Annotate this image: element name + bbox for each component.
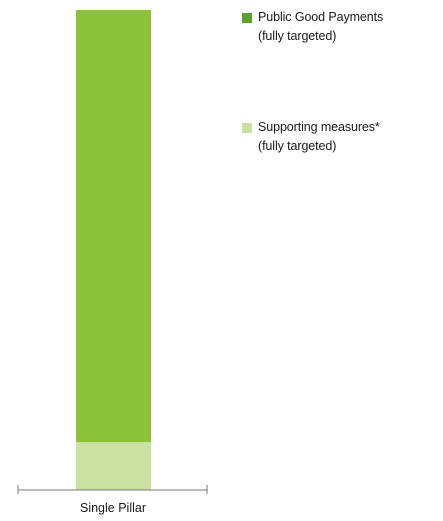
legend-sublabel-supporting-measures: (fully targeted) bbox=[258, 139, 337, 153]
legend-item-public-good-payments: Public Good Payments (fully targeted) bbox=[242, 8, 442, 46]
legend-label-public-good-payments: Public Good Payments bbox=[258, 10, 384, 24]
bar-segment-public-good-payments bbox=[76, 10, 151, 442]
legend-sublabel-public-good-payments: (fully targeted) bbox=[258, 29, 337, 43]
bar-segment-supporting-measures bbox=[76, 442, 151, 490]
legend-item-supporting-measures: Supporting measures* (fully targeted) bbox=[242, 118, 442, 156]
bar-group bbox=[76, 10, 151, 490]
legend-swatch-supporting-measures bbox=[242, 123, 252, 133]
legend-swatch-public-good-payments bbox=[242, 13, 252, 23]
legend-label-supporting-measures: Supporting measures* bbox=[258, 120, 380, 134]
x-tick-label-single-pillar: Single Pillar bbox=[80, 501, 146, 515]
chart-legend: Public Good Payments (fully targeted) Su… bbox=[242, 8, 442, 156]
